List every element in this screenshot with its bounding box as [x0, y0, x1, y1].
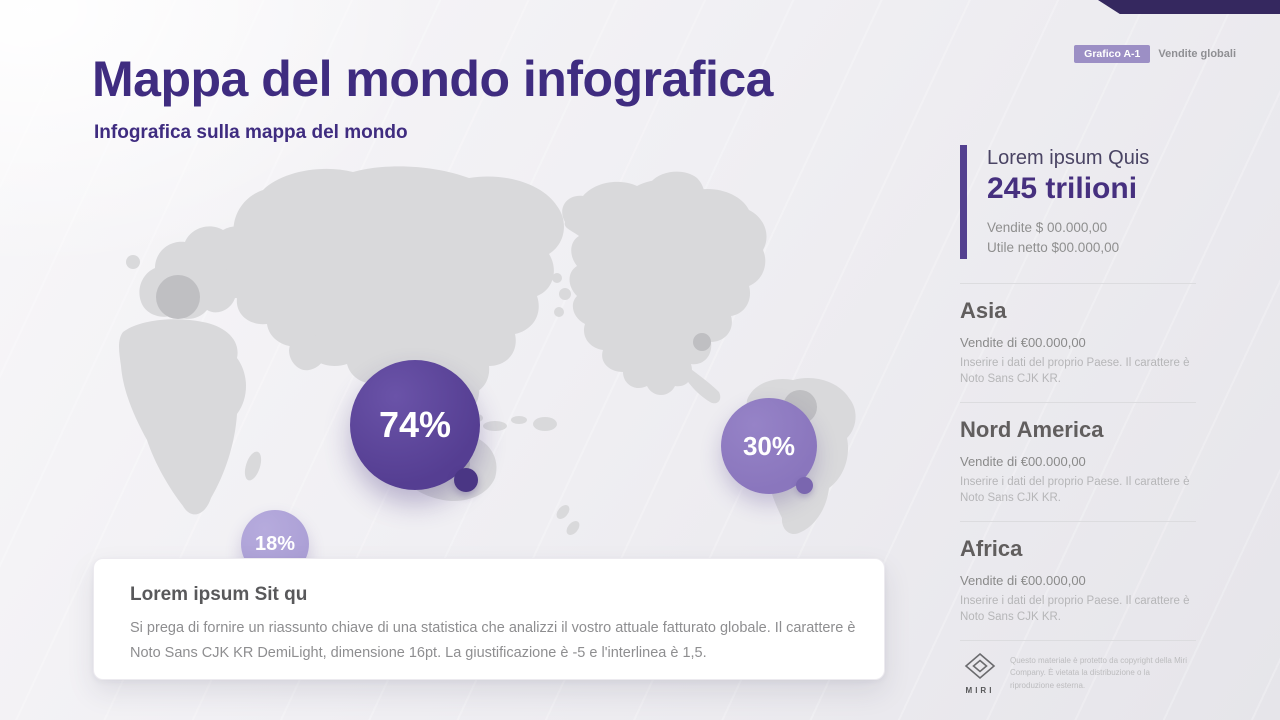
stat-kicker: Lorem ipsum Quis	[987, 147, 1150, 169]
region-sales: Vendite di €00.000,00	[960, 573, 1086, 589]
bubble-tail-icon	[796, 477, 813, 494]
page-title: Mappa del mondo infografica	[92, 51, 773, 107]
corner-ribbon	[1098, 0, 1280, 14]
map-bubble-nord-america-label: 30%	[742, 430, 796, 461]
brand-row: MIRI Questo materiale è protetto da copy…	[960, 640, 1196, 695]
summary-card: Lorem ipsum Sit qu Si prega di fornire u…	[93, 558, 885, 680]
region-list: Asia Vendite di €00.000,00 Inserire i da…	[960, 283, 1196, 640]
summary-card-title: Lorem ipsum Sit qu	[130, 584, 308, 605]
chart-tag-badge: Grafico A-1	[1074, 45, 1151, 63]
map-bubble-nord-america: 30%	[721, 398, 817, 494]
region-sales: Vendite di €00.000,00	[960, 335, 1086, 350]
chart-tag-caption: Vendite globali	[1158, 48, 1236, 60]
region-asia: Asia Vendite di €00.000,00 Inserire i da…	[960, 283, 1196, 402]
map-bubble-asia: 74%	[350, 360, 480, 492]
world-map-svg	[119, 166, 856, 535]
region-sales: Vendite di €00.000,00	[960, 454, 1086, 470]
chart-tag: Grafico A-1 Vendite globali	[1074, 45, 1236, 63]
region-note: Inserire i dati del proprio Paese. Il ca…	[960, 595, 1190, 623]
stat-value: 245 trilioni	[987, 172, 1138, 205]
page-subtitle: Infografica sulla mappa del mondo	[94, 122, 408, 143]
world-map: 74% 30% 18%	[95, 160, 915, 578]
region-name: Asia	[960, 298, 1007, 323]
map-bubble-asia-label: 74%	[378, 404, 452, 445]
brand-logo: MIRI	[960, 652, 1000, 695]
miri-diamond-icon	[964, 653, 996, 680]
region-name: Nord America	[960, 417, 1104, 443]
map-bubble-africa-label: 18%	[254, 532, 296, 555]
brand-logo-text: MIRI	[965, 686, 995, 696]
region-nord-america: Nord America Vendite di €00.000,00 Inser…	[960, 402, 1196, 521]
stats-sidebar: Lorem ipsum Quis 245 trilioni Vendite $ …	[960, 145, 1196, 695]
bubble-tail-icon	[454, 468, 478, 492]
summary-card-body: Si prega di fornire un riassunto chiave …	[130, 620, 856, 661]
stat-profit-line: Utile netto $00.000,00	[987, 239, 1120, 255]
stat-sales-line: Vendite $ 00.000,00	[987, 220, 1108, 235]
region-note: Inserire i dati del proprio Paese. Il ca…	[960, 476, 1190, 504]
region-name: Africa	[960, 536, 1023, 562]
highlight-stat: Lorem ipsum Quis 245 trilioni Vendite $ …	[960, 145, 1196, 261]
region-note: Inserire i dati del proprio Paese. Il ca…	[960, 357, 1190, 385]
accent-bar	[960, 145, 967, 259]
region-africa: Africa Vendite di €00.000,00 Inserire i …	[960, 521, 1196, 640]
copyright-text: Questo materiale è protetto da copyright…	[1010, 656, 1187, 690]
